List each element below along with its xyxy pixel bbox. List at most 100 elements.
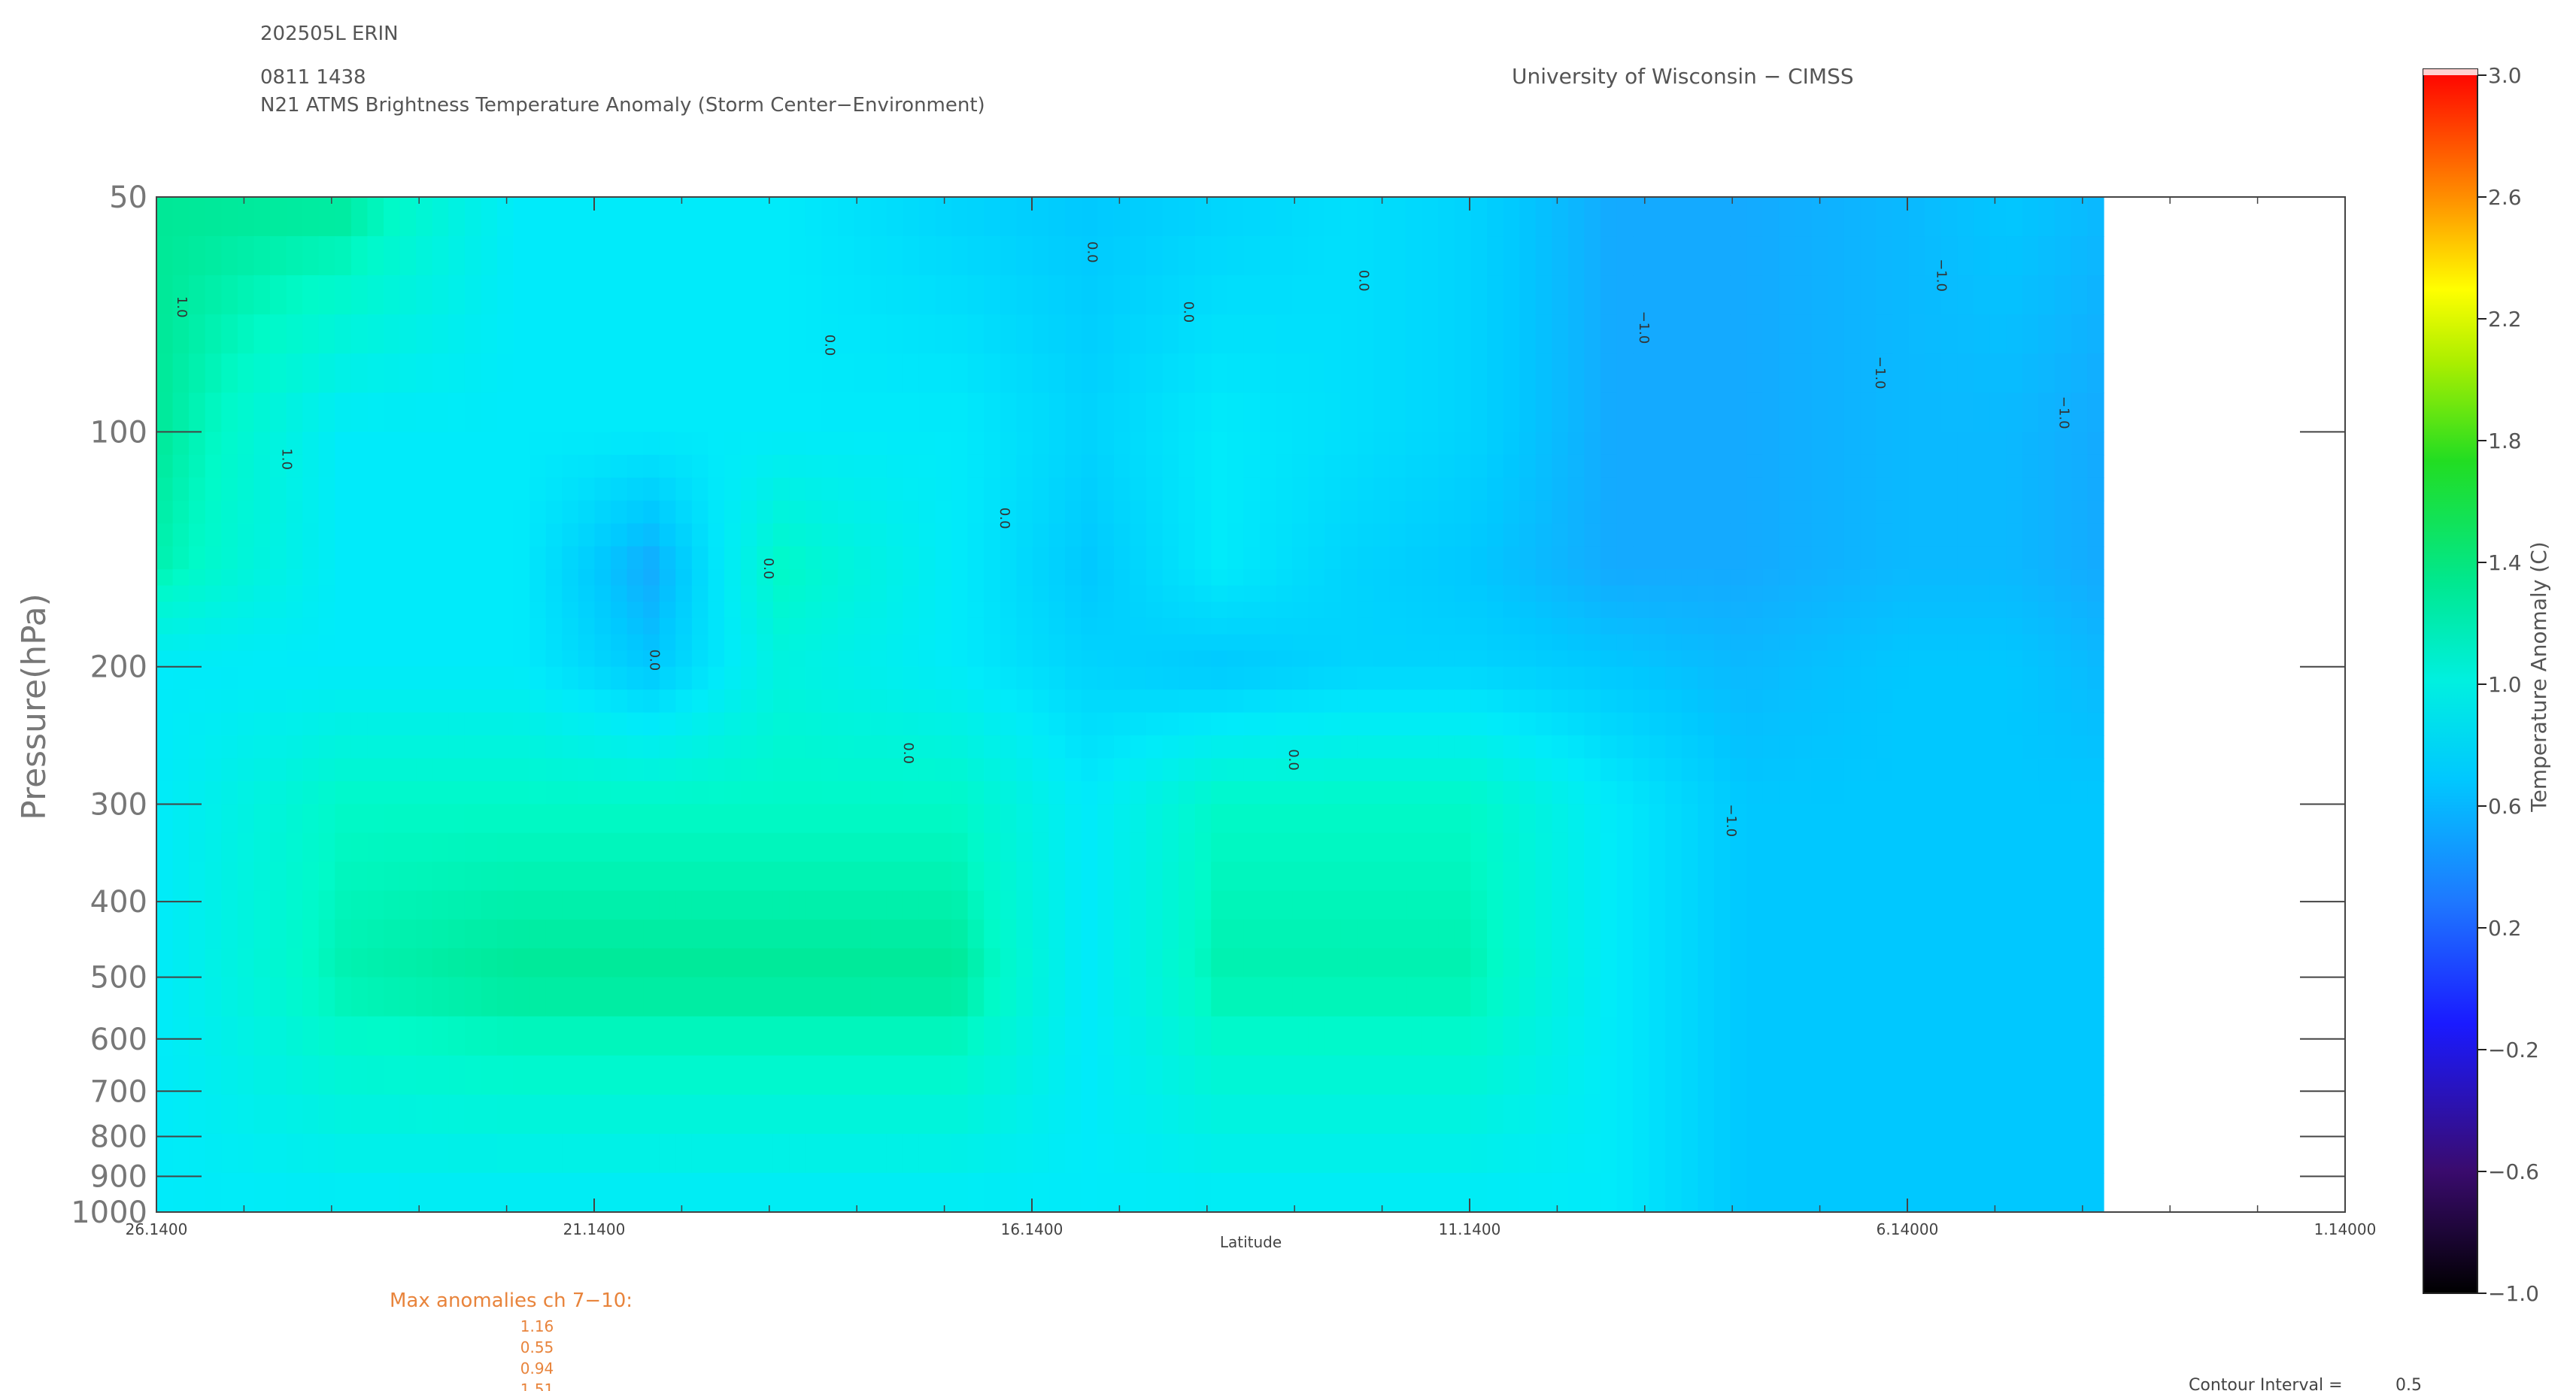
heatmap-cell [627,392,644,433]
heatmap-cell [205,314,223,355]
heatmap-cell [156,523,174,547]
heatmap-cell [1519,1016,1537,1056]
heatmap-cell [562,523,579,547]
heatmap-cell [1876,832,1894,862]
heatmap-cell [1113,634,1131,651]
heatmap-cell [1000,919,1018,950]
heatmap-cell [854,432,871,456]
heatmap-cell [481,1055,498,1096]
heatmap-cell [789,948,806,978]
heatmap-cell [1908,804,1926,834]
heatmap-cell [399,1133,417,1174]
x-tick-label: 6.14000 [1877,1220,1939,1238]
heatmap-cell [659,758,677,782]
heatmap-cell [545,477,563,502]
heatmap-cell [1974,781,1991,805]
heatmap-cell [1292,862,1309,892]
heatmap-cell [1406,523,1423,547]
heatmap-cell [772,1133,790,1174]
heatmap-cell [513,977,530,1017]
heatmap-cell [1000,1094,1018,1135]
heatmap-cell [611,948,628,978]
heatmap-cell [1179,454,1196,479]
heatmap-cell [1892,1133,1910,1174]
heatmap-cell [1016,523,1033,547]
heatmap-cell [1892,1055,1910,1096]
heatmap-cell [1552,275,1569,315]
heatmap-cell [1989,500,2007,524]
heatmap-cell [1762,585,1780,603]
heatmap-cell [1892,689,1910,714]
heatmap-cell [1828,977,1845,1017]
heatmap-cell [1698,432,1715,456]
heatmap-cell [1633,666,1650,690]
heatmap-cell [286,735,303,759]
heatmap-cell [951,832,969,862]
heatmap-cell [1243,602,1261,619]
heatmap-cell [172,1133,190,1174]
heatmap-cell [984,634,1001,651]
heatmap-cell [1535,977,1553,1017]
heatmap-cell [1422,977,1440,1017]
heatmap-cell [1584,1016,1601,1056]
heatmap-cell [1113,546,1131,570]
heatmap-cell [1665,890,1682,920]
heatmap-cell [935,1055,952,1096]
heatmap-cell [740,523,757,547]
heatmap-cell [1470,546,1488,570]
heatmap-cell [1292,602,1309,619]
heatmap-cell [967,758,985,782]
heatmap-cell [1584,758,1601,782]
heatmap-cell [740,977,757,1017]
heatmap-cell [513,832,530,862]
heatmap-cell [594,314,611,355]
heatmap-cell [838,1055,855,1096]
heatmap-cell [708,392,725,433]
heatmap-cell [1438,477,1455,502]
heatmap-cell [2038,197,2056,237]
heatmap-cell [1113,712,1131,736]
heatmap-cell [1860,523,1877,547]
heatmap-cell [772,602,790,619]
heatmap-cell [1989,712,2007,736]
heatmap-cell [2055,523,2072,547]
heatmap-cell [172,314,190,355]
heatmap-cell [675,353,693,394]
heatmap-cell [1698,569,1715,586]
heatmap-cell [1162,781,1179,805]
heatmap-cell [2055,585,2072,603]
heatmap-cell [1130,862,1147,892]
heatmap-cell [627,546,644,570]
heatmap-cell [1616,585,1634,603]
heatmap-cell [432,650,450,668]
heatmap-cell [1324,585,1342,603]
heatmap-cell [2038,1133,2056,1174]
heatmap-cell [237,666,255,690]
heatmap-cell [757,617,774,635]
heatmap-cell [416,1016,433,1056]
heatmap-cell [481,392,498,433]
heatmap-cell [545,1094,563,1135]
heatmap-cell [984,500,1001,524]
heatmap-cell [286,617,303,635]
heatmap-cell [821,1055,839,1096]
heatmap-cell [1260,890,1277,920]
heatmap-cell [1211,353,1228,394]
heatmap-cell [1065,275,1082,315]
heatmap-cell [1989,314,2007,355]
heatmap-cell [562,1172,579,1212]
heatmap-cell [1519,804,1537,834]
heatmap-cell [967,804,985,834]
heatmap-cell [237,1172,255,1212]
heatmap-cell [189,1172,206,1212]
heatmap-cell [1714,523,1731,547]
heatmap-cell [1633,523,1650,547]
heatmap-cell [1567,585,1585,603]
heatmap-cell [1243,392,1261,433]
heatmap-cell [708,666,725,690]
heatmap-cell [724,804,742,834]
heatmap-cell [1260,275,1277,315]
heatmap-cell [205,432,223,456]
heatmap-cell [2006,1172,2023,1212]
heatmap-cell [1843,948,1861,978]
